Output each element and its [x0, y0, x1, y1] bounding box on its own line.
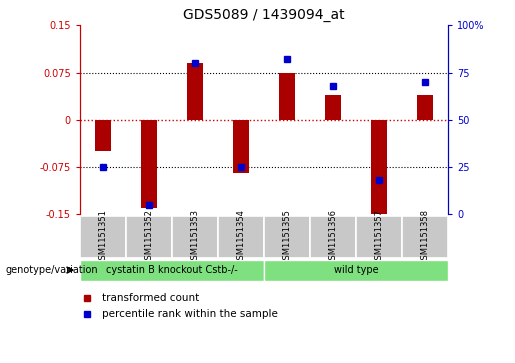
Bar: [172, 216, 218, 258]
Bar: [356, 216, 402, 258]
Bar: [402, 216, 448, 258]
Text: GSM1151356: GSM1151356: [329, 209, 337, 265]
Bar: [371, 120, 387, 214]
Bar: [310, 216, 356, 258]
Bar: [187, 63, 203, 120]
Bar: [325, 95, 341, 120]
Text: GSM1151352: GSM1151352: [144, 209, 153, 265]
Text: wild type: wild type: [334, 265, 379, 275]
Text: GSM1151351: GSM1151351: [98, 209, 107, 265]
Bar: [279, 73, 295, 120]
Bar: [233, 120, 249, 173]
Text: percentile rank within the sample: percentile rank within the sample: [102, 309, 278, 319]
Bar: [264, 216, 310, 258]
Text: genotype/variation: genotype/variation: [5, 265, 98, 275]
Title: GDS5089 / 1439094_at: GDS5089 / 1439094_at: [183, 8, 345, 22]
Text: transformed count: transformed count: [102, 293, 199, 303]
Text: GSM1151358: GSM1151358: [421, 209, 430, 265]
Text: cystatin B knockout Cstb-/-: cystatin B knockout Cstb-/-: [106, 265, 238, 275]
Bar: [95, 120, 111, 151]
Bar: [264, 260, 448, 281]
Bar: [126, 216, 171, 258]
Text: GSM1151357: GSM1151357: [374, 209, 384, 265]
Bar: [80, 216, 126, 258]
Text: GSM1151353: GSM1151353: [191, 209, 199, 265]
Text: GSM1151355: GSM1151355: [282, 209, 291, 265]
Bar: [80, 260, 264, 281]
Text: GSM1151354: GSM1151354: [236, 209, 246, 265]
Bar: [141, 120, 157, 208]
Bar: [218, 216, 264, 258]
Bar: [417, 95, 433, 120]
